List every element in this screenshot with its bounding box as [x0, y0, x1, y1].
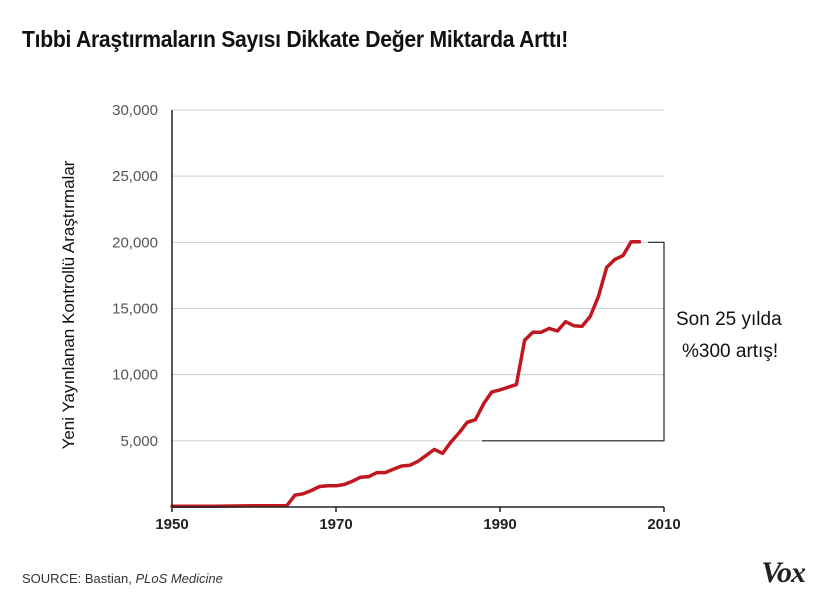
- y-tick-label: 10,000: [112, 367, 158, 384]
- y-tick-label: 15,000: [112, 301, 158, 318]
- source-prefix: SOURCE: Bastian,: [22, 571, 136, 586]
- y-axis-label: Yeni Yayınlanan Kontrollü Araştırmalar: [59, 160, 78, 449]
- series-layer: [170, 239, 642, 509]
- y-tick-label: 25,000: [112, 168, 158, 185]
- axes: [171, 110, 664, 508]
- source-note: SOURCE: Bastian, PLoS Medicine: [22, 571, 223, 586]
- chart-title: Tıbbi Araştırmaların Sayısı Dikkate Değe…: [22, 26, 568, 52]
- y-axis-ticks: 5,000 10,000 15,000 20,000 25,000 30,000: [112, 102, 158, 450]
- grid-lines: [172, 109, 664, 442]
- annotation-line-2: %300 artış!: [682, 341, 778, 362]
- x-tick-label: 1990: [483, 516, 516, 533]
- x-axis-ticks: 1950 1970 1990 2010: [155, 507, 681, 533]
- y-tick-label: 30,000: [112, 102, 158, 119]
- source-journal: PLoS Medicine: [135, 571, 223, 586]
- annotation-line-1: Son 25 yılda: [676, 309, 782, 330]
- annotation-bracket: [482, 241, 665, 442]
- series-line-0: [170, 239, 642, 509]
- y-tick-label: 20,000: [112, 234, 158, 251]
- vox-logo: Vox: [761, 556, 806, 589]
- x-tick-label: 1970: [319, 516, 352, 533]
- x-tick-label: 1950: [155, 516, 188, 533]
- y-tick-label: 5,000: [120, 433, 158, 450]
- x-tick-label: 2010: [647, 516, 680, 533]
- annotation: Son 25 yılda %300 artış!: [482, 241, 782, 442]
